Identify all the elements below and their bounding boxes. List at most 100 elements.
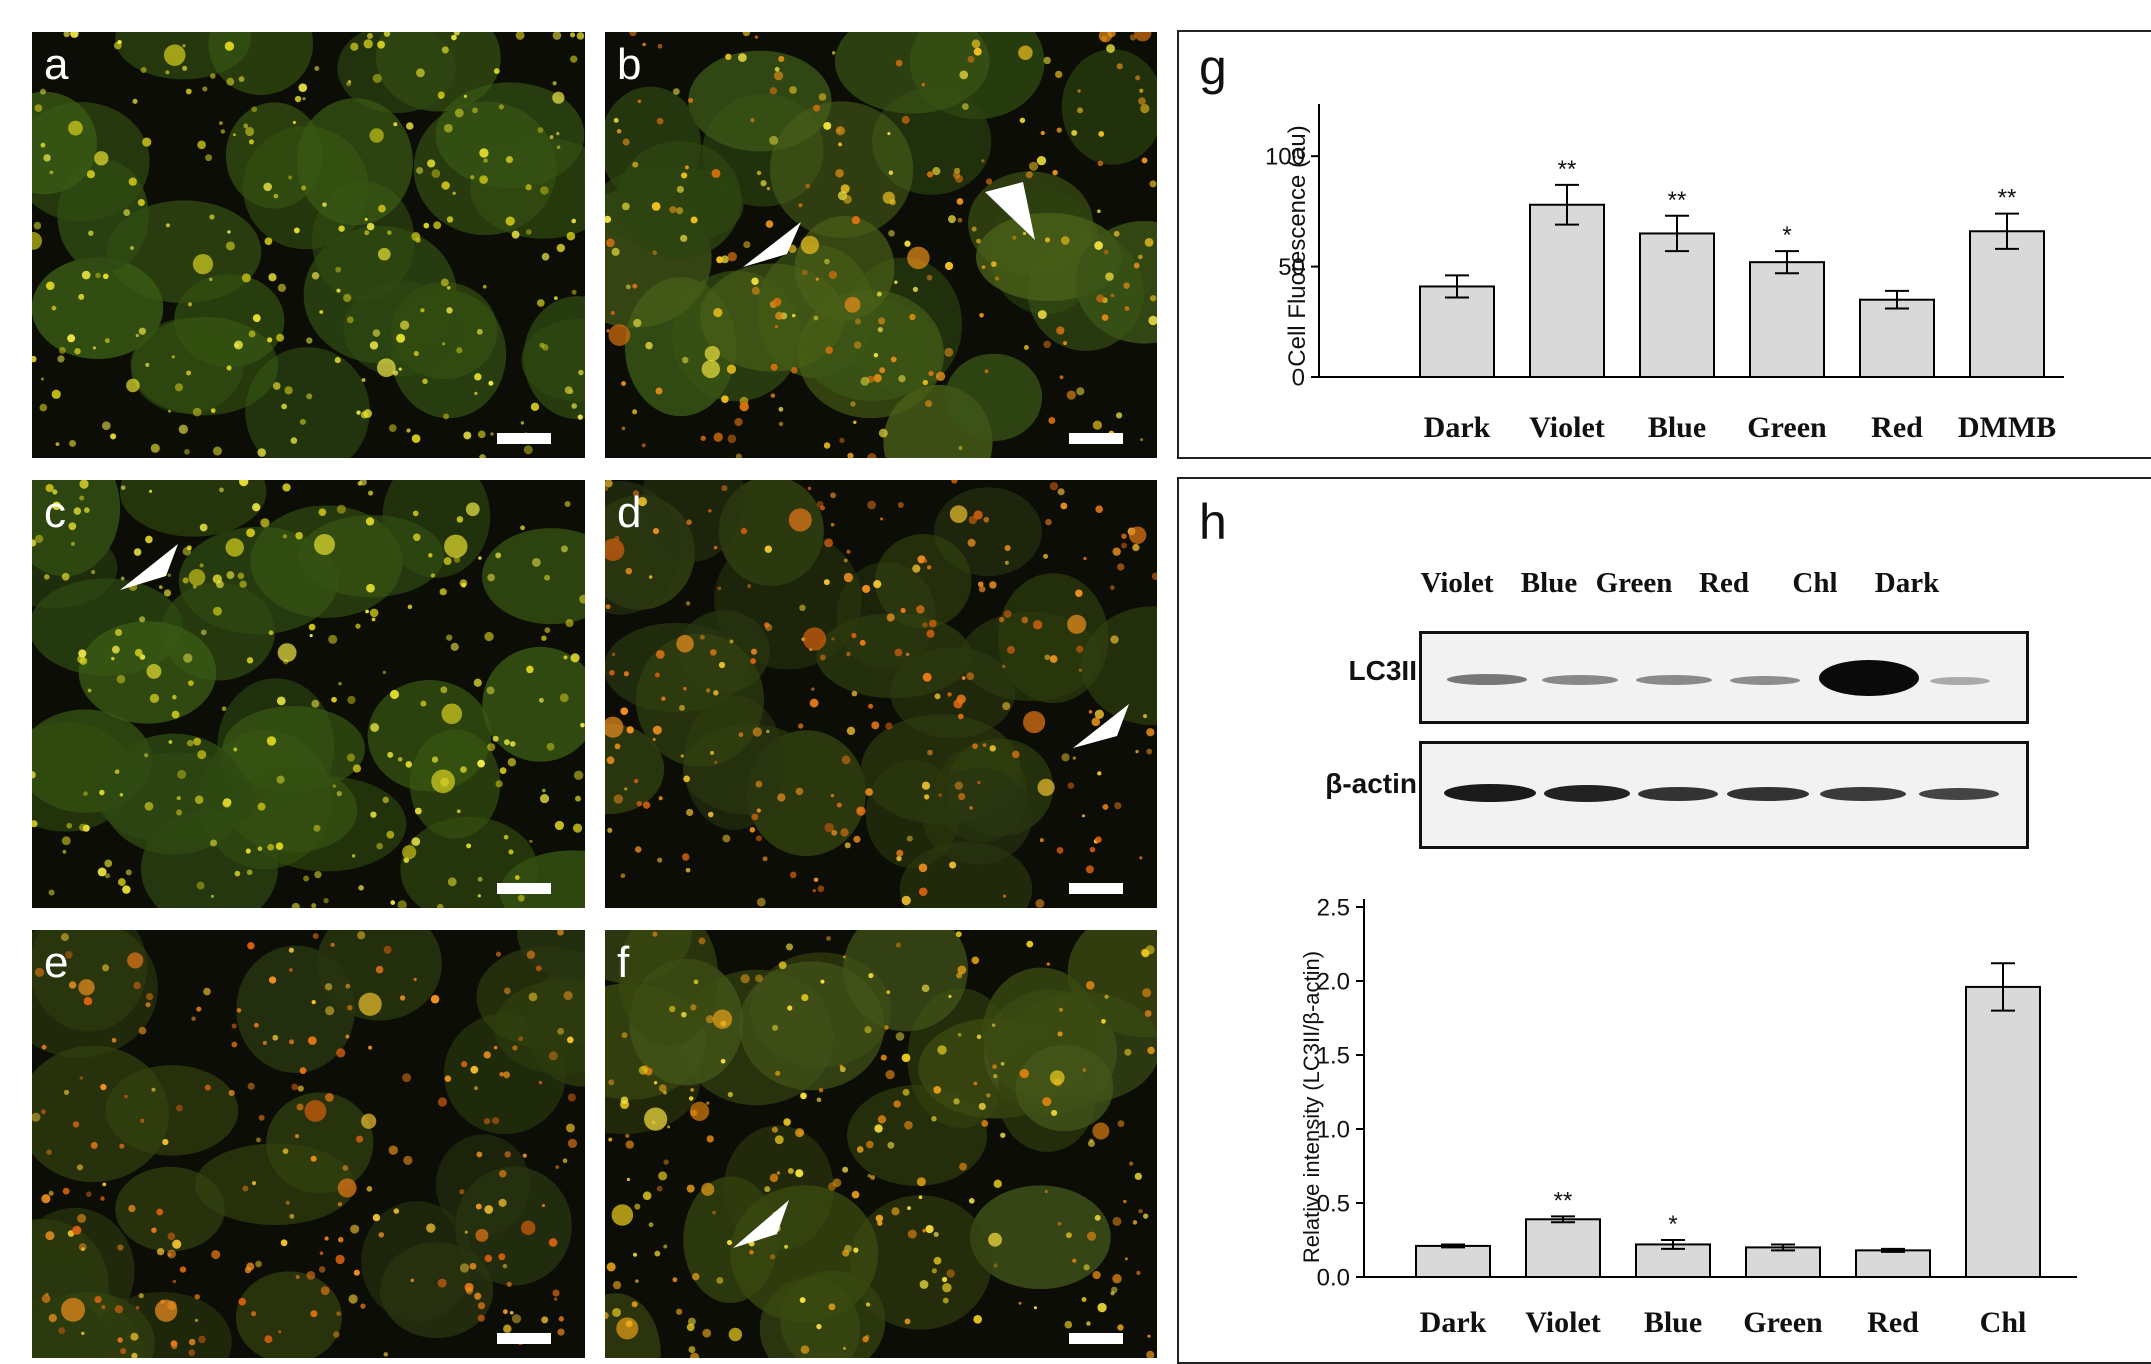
vesicle-dot bbox=[1022, 231, 1027, 236]
vesicle-dot bbox=[159, 585, 163, 589]
vesicle-dot bbox=[350, 1224, 360, 1234]
vesicle-dot bbox=[114, 628, 123, 637]
significance-marker: ** bbox=[1558, 156, 1577, 183]
vesicle-dot bbox=[946, 1269, 955, 1278]
vesicle-dot bbox=[875, 1214, 884, 1223]
vesicle-dot bbox=[826, 936, 831, 941]
vesicle-dot bbox=[43, 154, 51, 162]
vesicle-dot bbox=[318, 1266, 326, 1273]
vesicle-dot bbox=[350, 42, 359, 51]
vesicle-dot bbox=[621, 426, 626, 431]
vesicle-dot bbox=[278, 1330, 282, 1334]
vesicle-dot bbox=[398, 367, 402, 371]
fluorescent-spot bbox=[701, 1182, 715, 1196]
significance-marker: ** bbox=[1668, 187, 1687, 214]
cell-body bbox=[32, 91, 97, 195]
significance-marker: ** bbox=[1998, 185, 2017, 212]
vesicle-dot bbox=[637, 496, 648, 507]
vesicle-dot bbox=[506, 1281, 512, 1287]
vesicle-dot bbox=[953, 1098, 960, 1105]
vesicle-dot bbox=[1000, 1132, 1006, 1138]
vesicle-dot bbox=[1123, 282, 1130, 289]
vesicle-dot bbox=[383, 945, 392, 954]
vesicle-dot bbox=[1141, 157, 1148, 164]
vesicle-dot bbox=[620, 707, 629, 716]
vesicle-dot bbox=[706, 1101, 710, 1105]
vesicle-dot bbox=[477, 876, 483, 882]
vesicle-dot bbox=[493, 68, 500, 74]
vesicle-dot bbox=[251, 106, 258, 113]
vesicle-dot bbox=[171, 355, 175, 359]
vesicle-dot bbox=[1117, 1120, 1125, 1128]
vesicle-dot bbox=[562, 1158, 568, 1164]
micrograph-c: c bbox=[32, 480, 585, 908]
vesicle-dot bbox=[1094, 709, 1104, 719]
vesicle-dot bbox=[325, 1006, 335, 1016]
vesicle-dot bbox=[688, 97, 694, 103]
vesicle-dot bbox=[377, 40, 386, 49]
vesicle-dot bbox=[172, 1239, 182, 1249]
bar bbox=[1859, 298, 1935, 379]
vesicle-dot bbox=[503, 1071, 511, 1079]
vesicle-dot bbox=[873, 374, 882, 383]
vesicle-dot bbox=[717, 586, 722, 591]
vesicle-dot bbox=[1049, 655, 1058, 663]
vesicle-dot bbox=[611, 652, 616, 657]
vesicle-dot bbox=[973, 1314, 983, 1324]
vesicle-dot bbox=[197, 750, 207, 760]
vesicle-dot bbox=[681, 172, 688, 179]
vesicle-dot bbox=[663, 1244, 668, 1249]
vesicle-dot bbox=[477, 1314, 485, 1322]
vesicle-dot bbox=[654, 1250, 661, 1257]
vesicle-dot bbox=[499, 767, 507, 775]
vesicle-dot bbox=[632, 161, 639, 168]
vesicle-dot bbox=[298, 83, 308, 92]
vesicle-dot bbox=[219, 487, 224, 493]
cell-body bbox=[316, 930, 442, 1021]
micrograph-e: e bbox=[32, 930, 585, 1358]
vesicle-dot bbox=[831, 829, 838, 836]
vesicle-dot bbox=[48, 889, 55, 896]
vesicle-dot bbox=[267, 337, 273, 343]
vesicle-dot bbox=[541, 252, 550, 261]
vesicle-dot bbox=[120, 1347, 127, 1355]
vesicle-dot bbox=[912, 286, 919, 292]
vesicle-dot bbox=[867, 500, 876, 510]
vesicle-dot bbox=[896, 849, 904, 857]
vesicle-dot bbox=[184, 448, 190, 455]
vesicle-dot bbox=[922, 1228, 926, 1233]
vesicle-dot bbox=[686, 1323, 695, 1332]
vesicle-dot bbox=[83, 996, 93, 1006]
vesicle-dot bbox=[34, 967, 45, 977]
vesicle-dot bbox=[1086, 1321, 1091, 1326]
vesicle-dot bbox=[58, 1327, 66, 1335]
vesicle-dot bbox=[145, 535, 153, 544]
vesicle-dot bbox=[680, 754, 684, 758]
band bbox=[1727, 787, 1809, 801]
vesicle-dot bbox=[1064, 1320, 1073, 1329]
vesicle-dot bbox=[835, 168, 844, 178]
vesicle-dot bbox=[523, 445, 533, 455]
vesicle-dot bbox=[383, 1352, 389, 1357]
vesicle-dot bbox=[749, 1250, 754, 1255]
vesicle-dot bbox=[92, 346, 97, 350]
vesicle-dot bbox=[493, 1045, 498, 1050]
vesicle-dot bbox=[1135, 750, 1139, 754]
fluorescent-spot bbox=[1067, 614, 1087, 634]
vesicle-dot bbox=[79, 823, 87, 832]
vesicle-dot bbox=[851, 1190, 860, 1199]
vesicle-dot bbox=[868, 703, 874, 709]
vesicle-dot bbox=[332, 784, 337, 788]
vesicle-dot bbox=[578, 369, 584, 376]
vesicle-dot bbox=[165, 70, 170, 75]
vesicle-dot bbox=[658, 796, 663, 801]
vesicle-dot bbox=[502, 1309, 508, 1315]
vesicle-dot bbox=[439, 588, 447, 596]
chart-panel-h: h Violet Blue Green Red Chl Dark LC3II β-acti… bbox=[1177, 477, 2151, 1364]
fluorescent-spot bbox=[611, 1204, 634, 1226]
vesicle-dot bbox=[1140, 103, 1150, 114]
vesicle-dot bbox=[288, 947, 294, 953]
vesicle-dot bbox=[252, 503, 261, 512]
vesicle-dot bbox=[116, 674, 126, 684]
vesicle-dot bbox=[111, 656, 115, 661]
